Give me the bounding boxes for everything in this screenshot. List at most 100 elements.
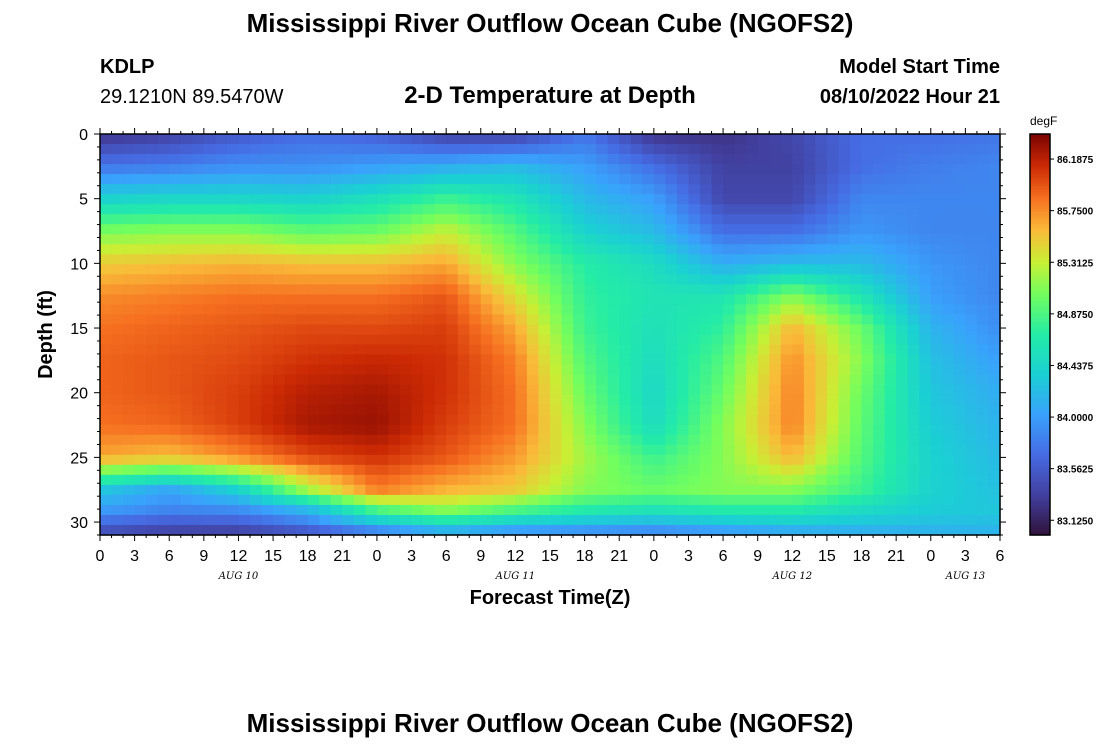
heatmap-cell [203, 294, 216, 306]
heatmap-cell [873, 314, 886, 326]
heatmap-cell [434, 394, 447, 406]
heatmap-cell [653, 314, 666, 326]
heatmap-cell [330, 444, 343, 456]
colorbar-swatch [1030, 429, 1050, 433]
heatmap-cell [446, 244, 459, 255]
heatmap-cell [100, 354, 113, 366]
heatmap-cell [561, 244, 574, 255]
heatmap-cell [226, 164, 240, 175]
heatmap-cell [180, 524, 193, 536]
heatmap-cell [769, 164, 782, 175]
heatmap-cell [792, 144, 805, 155]
heatmap-cell [238, 344, 251, 356]
heatmap-cell [330, 464, 343, 476]
heatmap-cell [284, 304, 297, 316]
heatmap-cell [550, 244, 563, 255]
heatmap-cell [792, 244, 805, 255]
heatmap-cell [134, 284, 147, 295]
heatmap-cell [180, 344, 193, 356]
heatmap-cell [538, 444, 551, 456]
heatmap-cell [457, 184, 470, 195]
heatmap-cell [630, 524, 643, 536]
heatmap-cell [538, 264, 551, 275]
heatmap-cell [584, 154, 597, 165]
heatmap-cell [342, 334, 355, 346]
heatmap-cell [584, 324, 597, 336]
heatmap-cell [319, 404, 332, 416]
heatmap-cell [261, 284, 274, 295]
heatmap-cell [769, 514, 782, 526]
heatmap-cell [757, 404, 770, 416]
heatmap-cell [503, 194, 516, 205]
heatmap-cell [400, 504, 413, 516]
heatmap-cell [515, 194, 528, 205]
heatmap-cell [203, 454, 216, 466]
heatmap-cell [907, 204, 920, 215]
heatmap-cell [907, 234, 920, 245]
y-tick-label: 30 [70, 515, 88, 532]
heatmap-cell [296, 214, 309, 225]
heatmap-cell [134, 354, 147, 366]
heatmap-cell [896, 444, 909, 456]
heatmap-cell [330, 234, 343, 245]
heatmap-cell [976, 324, 990, 336]
heatmap-cell [561, 484, 574, 496]
heatmap-cell [492, 154, 505, 165]
heatmap-cell [953, 314, 966, 326]
heatmap-cell [469, 454, 482, 466]
heatmap-cell [826, 214, 840, 225]
heatmap-cell [792, 274, 805, 285]
heatmap-cell [746, 484, 759, 496]
heatmap-cell [261, 394, 274, 406]
heatmap-cell [457, 394, 470, 406]
heatmap-cell [700, 334, 713, 346]
heatmap-cell [342, 374, 355, 386]
heatmap-cell [146, 284, 159, 295]
heatmap-cell [538, 424, 551, 436]
heatmap-cell [838, 444, 851, 456]
heatmap-cell [642, 184, 655, 195]
heatmap-cell [180, 234, 193, 245]
heatmap-cell [538, 524, 551, 536]
heatmap-cell [146, 164, 159, 175]
heatmap-cell [203, 434, 216, 446]
heatmap-cell [111, 254, 124, 265]
heatmap-cell [469, 394, 482, 406]
heatmap-cell [942, 194, 955, 205]
heatmap-cell [896, 484, 909, 496]
heatmap-cell [919, 224, 932, 235]
heatmap-cell [619, 294, 632, 306]
heatmap-cell [330, 384, 343, 396]
heatmap-cell [803, 324, 816, 336]
heatmap-cell [376, 404, 390, 416]
heatmap-cell [238, 444, 251, 456]
heatmap-cell [434, 524, 447, 536]
heatmap-cell [307, 294, 320, 306]
heatmap-cell [446, 404, 459, 416]
heatmap-cell [607, 404, 620, 416]
heatmap-cell [700, 384, 713, 396]
colorbar-swatch [1030, 256, 1050, 260]
heatmap-cell [180, 474, 193, 486]
heatmap-cell [619, 514, 632, 526]
heatmap-cell [676, 344, 690, 356]
heatmap-cell [215, 194, 228, 205]
heatmap-cell [815, 364, 828, 376]
heatmap-cell [850, 434, 863, 446]
heatmap-cell [261, 274, 274, 285]
colorbar-swatch [1030, 176, 1050, 180]
heatmap-cell [238, 404, 251, 416]
heatmap-cell [942, 374, 955, 386]
colorbar-swatch [1030, 321, 1050, 326]
heatmap-cell [861, 294, 874, 306]
heatmap-cell [238, 234, 251, 245]
heatmap-cell [526, 314, 540, 326]
heatmap-cell [573, 504, 586, 516]
heatmap-cell [953, 404, 966, 416]
heatmap-cell [988, 134, 1001, 145]
heatmap-cell [434, 134, 447, 145]
x-tick-label: 0 [96, 548, 105, 565]
heatmap-cell [838, 204, 851, 215]
heatmap-cell [330, 494, 343, 506]
heatmap-cell [676, 204, 690, 215]
